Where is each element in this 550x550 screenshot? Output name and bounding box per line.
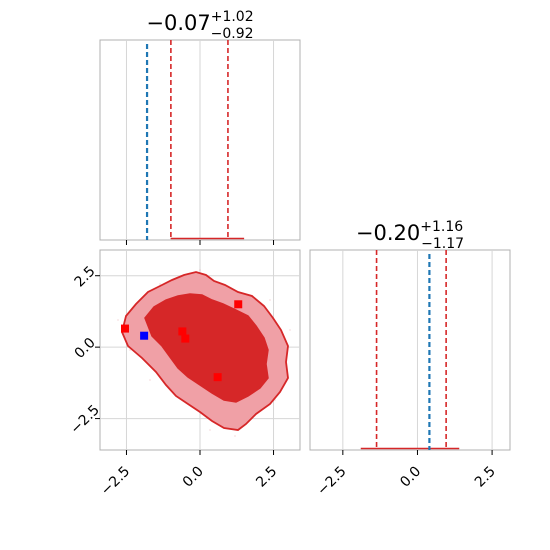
panel-top-left-title-sub: −0.92 [211,26,254,42]
panel-top-left-ticks [125,240,275,245]
sample-point [213,373,222,382]
panel-top-left-grid [125,40,275,240]
y-tick-label: −2.5 [67,402,102,437]
panel-top-left-title: −0.07+1.02 −0.92 [146,9,253,42]
haze-dot [149,379,151,381]
haze-dot [159,283,161,285]
panel-top-left: −0.07+1.02 −0.92 [99,9,301,245]
panel-top-left-title-main: −0.07 [146,11,210,35]
haze-dot [269,299,271,301]
haze-dot [289,329,291,331]
x-tick-label: 0.0 [397,464,424,491]
panel-bottom-left-marks [121,300,243,382]
panel-bottom-right-frame [309,249,511,451]
panel-bottom-right-title: −0.20+1.16 −1.17 [356,219,464,252]
panel-bottom-right: −2.5 0.0 2.5 −0.20+1.16 −1.17 [309,219,511,499]
sample-point [178,327,187,336]
haze-dot [234,435,236,437]
haze-dot [129,349,131,351]
sample-point [121,324,129,333]
y-tick-label: 0.0 [72,335,99,362]
panel-top-left-marks [145,40,245,240]
sample-point [181,334,190,343]
x-tick-label: 2.5 [253,464,280,491]
haze-dot [199,269,201,271]
panel-top-left-title-sup: +1.02 [211,9,254,25]
y-tick-label: 2.5 [72,263,99,290]
haze-dot [209,429,211,431]
sample-point [234,300,243,309]
x-tick-label: 2.5 [472,464,499,491]
panel-bottom-right-marks [360,250,460,450]
haze-dot [117,319,119,321]
panel-bottom-right-title-sub: −1.17 [421,236,464,252]
panel-bottom-right-title-main: −0.20 [356,221,420,245]
panel-bottom-right-ticks: −2.5 0.0 2.5 [314,450,499,499]
x-tick-label: 0.0 [180,464,207,491]
x-tick-label: −2.5 [98,464,133,499]
x-tick-label: −2.5 [314,464,349,499]
contour-inner-fill [144,293,269,403]
truth-point [140,331,149,340]
panel-bottom-left: −2.5 0.0 2.5 −2.5 0.0 2.5 [67,249,301,499]
panel-bottom-right-grid [342,250,493,450]
panel-bottom-right-title-sup: +1.16 [420,219,463,235]
